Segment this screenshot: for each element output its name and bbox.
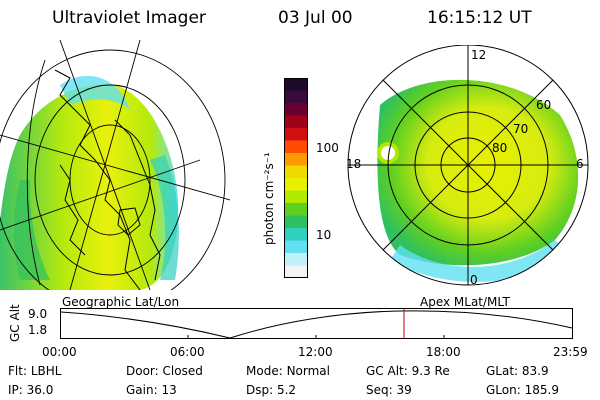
- info-seq: Seq: 39: [366, 383, 412, 397]
- mlt-label-6: 6: [576, 157, 584, 171]
- mlt-label-0: 0: [470, 273, 478, 287]
- timeline-y-tick-max: 9.0: [28, 307, 48, 321]
- colorbar-segment: [284, 90, 308, 104]
- polar-image-panel: 12 18 6 0 60 70 80: [346, 45, 589, 287]
- timeline-y-tick-min: 1.8: [28, 323, 48, 337]
- timeline-x-tick-2: 12:00: [298, 345, 333, 359]
- colorbar-segment: [284, 153, 308, 166]
- mlt-label-12: 12: [471, 48, 486, 62]
- info-gc-alt: GC Alt: 9.3 Re: [366, 364, 450, 378]
- colorbar-segment: [284, 165, 308, 179]
- mlt-label-18: 18: [346, 157, 361, 171]
- info-flt: Flt: LBHL: [8, 364, 62, 378]
- colorbar-segment: [284, 253, 308, 266]
- colorbar-segment: [284, 265, 308, 278]
- aurora-oval: [377, 79, 579, 266]
- mlat-label-60: 60: [536, 98, 551, 112]
- colorbar-segment: [284, 203, 308, 216]
- mlat-label-70: 70: [513, 122, 528, 136]
- timeline-x-tick-3: 18:00: [426, 345, 461, 359]
- longitude-line: [0, 134, 230, 201]
- colorbar: [284, 78, 308, 278]
- timeline-x-tick-0: 00:00: [42, 345, 77, 359]
- coastline: [54, 69, 141, 290]
- timeline-left-title: Geographic Lat/Lon: [62, 295, 180, 309]
- colorbar-unit-label: photon cm⁻²s⁻¹: [262, 152, 276, 245]
- colorbar-tick-100: 100: [316, 141, 339, 155]
- info-glat: GLat: 83.9: [486, 364, 549, 378]
- colorbar-tick-10: 10: [316, 228, 332, 242]
- colorbar-border: [284, 78, 308, 278]
- mlat-label-80: 80: [492, 141, 507, 155]
- timeline-y-title: GC Alt: [8, 304, 22, 342]
- colorbar-segment: [284, 128, 308, 141]
- colorbar-segment: [284, 190, 308, 204]
- info-mode: Mode: Normal: [246, 364, 330, 378]
- latitude-circle: [34, 84, 186, 276]
- altitude-timeline-plot: [60, 308, 573, 339]
- timeline-x-tick-1: 06:00: [170, 345, 205, 359]
- info-dsp: Dsp: 5.2: [246, 383, 297, 397]
- geographic-image-panel: [0, 40, 230, 290]
- colorbar-segment: [284, 140, 308, 154]
- colorbar-segment: [284, 115, 308, 129]
- date-label: 03 Jul 00: [278, 8, 353, 28]
- altitude-curve: [60, 310, 573, 339]
- colorbar-segment: [284, 78, 308, 91]
- colorbar-segment: [284, 178, 308, 191]
- timeline-right-title: Apex MLat/MLT: [420, 295, 510, 309]
- colorbar-segment: [284, 228, 308, 241]
- info-door: Door: Closed: [126, 364, 203, 378]
- colorbar-segment: [284, 215, 308, 229]
- info-ip: IP: 36.0: [8, 383, 54, 397]
- colorbar-segment: [284, 103, 308, 116]
- timeline-x-tick-4: 23:59: [553, 345, 588, 359]
- time-label: 16:15:12 UT: [427, 8, 532, 28]
- colorbar-segment: [284, 240, 308, 254]
- instrument-title: Ultraviolet Imager: [52, 8, 206, 28]
- info-gain: Gain: 13: [126, 383, 177, 397]
- info-glon: GLon: 185.9: [486, 383, 559, 397]
